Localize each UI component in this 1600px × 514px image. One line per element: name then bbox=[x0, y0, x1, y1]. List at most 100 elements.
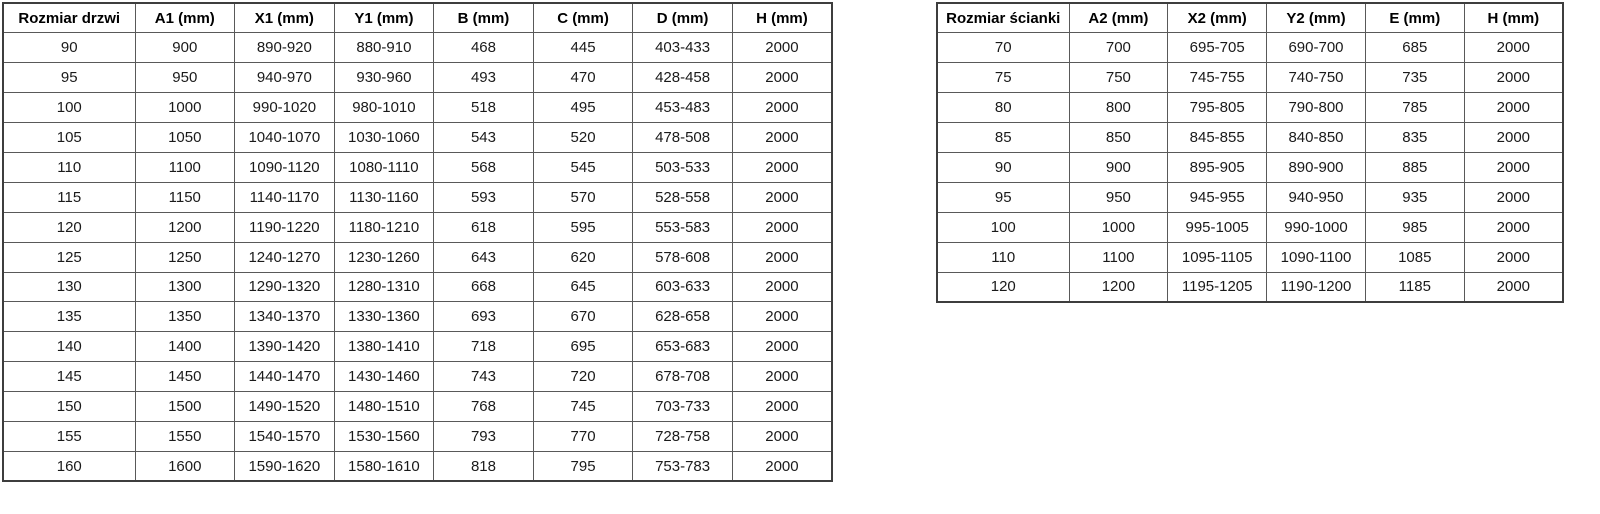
table-cell: 2000 bbox=[731, 391, 833, 422]
table-cell: 1380-1410 bbox=[333, 331, 435, 363]
table-cell: 95 bbox=[936, 181, 1070, 213]
table-cell: 1000 bbox=[134, 92, 236, 124]
table-cell: 453-483 bbox=[632, 92, 733, 124]
table-row: 160 1600 1590-1620 1580-1610 818 795 753-783 20… bbox=[2, 450, 833, 482]
table-cell: 1240-1270 bbox=[234, 241, 335, 273]
table-cell: 1080-1110 bbox=[333, 151, 435, 183]
table-cell: 985 bbox=[1364, 211, 1465, 243]
table-cell: 1540-1570 bbox=[234, 420, 335, 452]
table-cell: 1185 bbox=[1364, 271, 1465, 303]
table-cell: 695 bbox=[532, 331, 634, 363]
table-cell: 1390-1420 bbox=[234, 331, 335, 363]
table-cell: 110 bbox=[2, 151, 136, 183]
table-header-cell: Rozmiar drzwi bbox=[2, 2, 136, 34]
table-cell: 770 bbox=[532, 420, 634, 452]
table-row: 95 950 940-970 930-960 493 470 428-458 2000 bbox=[2, 62, 833, 94]
table-row: 120 1200 1195-1205 1190-1200 1185 2000 bbox=[936, 271, 1564, 303]
table-cell: 403-433 bbox=[632, 32, 733, 64]
table-cell: 700 bbox=[1068, 32, 1169, 64]
table-cell: 1300 bbox=[134, 271, 236, 303]
table-header-cell: D (mm) bbox=[632, 2, 733, 34]
table-cell: 785 bbox=[1364, 92, 1465, 124]
table-cell: 1280-1310 bbox=[333, 271, 435, 303]
table-cell: 125 bbox=[2, 241, 136, 273]
table-cell: 603-633 bbox=[632, 271, 733, 303]
table-cell: 2000 bbox=[1463, 151, 1564, 183]
table-cell: 105 bbox=[2, 122, 136, 153]
table-cell: 1040-1070 bbox=[234, 122, 335, 153]
table-cell: 795 bbox=[532, 450, 634, 482]
table-cell: 468 bbox=[433, 32, 534, 64]
table-cell: 1600 bbox=[134, 450, 236, 482]
table-cell: 2000 bbox=[731, 450, 833, 482]
table-cell: 643 bbox=[433, 241, 534, 273]
table-cell: 145 bbox=[2, 361, 136, 393]
table-cell: 885 bbox=[1364, 151, 1465, 183]
table-cell: 155 bbox=[2, 420, 136, 452]
table-cell: 568 bbox=[433, 151, 534, 183]
table-cell: 645 bbox=[532, 271, 634, 303]
table-cell: 895-905 bbox=[1167, 151, 1268, 183]
table-cell: 2000 bbox=[731, 181, 833, 213]
table-header-cell: C (mm) bbox=[532, 2, 634, 34]
table-cell: 1290-1320 bbox=[234, 271, 335, 303]
table-cell: 2000 bbox=[1463, 122, 1564, 153]
table-cell: 520 bbox=[532, 122, 634, 153]
table-cell: 1050 bbox=[134, 122, 236, 153]
table-cell: 115 bbox=[2, 181, 136, 213]
table-cell: 150 bbox=[2, 391, 136, 422]
table-cell: 70 bbox=[936, 32, 1070, 64]
table-cell: 768 bbox=[433, 391, 534, 422]
table-cell: 1030-1060 bbox=[333, 122, 435, 153]
table-cell: 470 bbox=[532, 62, 634, 94]
table-row: 80 800 795-805 790-800 785 2000 bbox=[936, 92, 1564, 124]
table-cell: 990-1000 bbox=[1266, 211, 1366, 243]
table-header-cell: E (mm) bbox=[1364, 2, 1465, 34]
table-cell: 428-458 bbox=[632, 62, 733, 94]
table-cell: 95 bbox=[2, 62, 136, 94]
table-cell: 740-750 bbox=[1266, 62, 1366, 94]
table-cell: 628-658 bbox=[632, 301, 733, 333]
table-row: 90 900 890-920 880-910 468 445 403-433 2000 bbox=[2, 32, 833, 64]
table-cell: 2000 bbox=[731, 92, 833, 124]
table-cell: 2000 bbox=[1463, 241, 1564, 273]
table-cell: 1200 bbox=[1068, 271, 1169, 303]
table-cell: 850 bbox=[1068, 122, 1169, 153]
table-header-cell: H (mm) bbox=[731, 2, 833, 34]
table-row: 135 1350 1340-1370 1330-1360 693 670 628-658 20… bbox=[2, 301, 833, 333]
table-cell: 935 bbox=[1364, 181, 1465, 213]
table-header-row: Rozmiar drzwi A1 (mm) X1 (mm) Y1 (mm) B (mm)… bbox=[2, 2, 833, 34]
table-cell: 2000 bbox=[1463, 92, 1564, 124]
table-cell: 478-508 bbox=[632, 122, 733, 153]
table-cell: 835 bbox=[1364, 122, 1465, 153]
table-cell: 120 bbox=[2, 211, 136, 243]
table-cell: 1430-1460 bbox=[333, 361, 435, 393]
table-cell: 1530-1560 bbox=[333, 420, 435, 452]
table-cell: 678-708 bbox=[632, 361, 733, 393]
table-cell: 620 bbox=[532, 241, 634, 273]
table-cell: 945-955 bbox=[1167, 181, 1268, 213]
table-cell: 110 bbox=[936, 241, 1070, 273]
table-cell: 503-533 bbox=[632, 151, 733, 183]
table-row: 150 1500 1490-1520 1480-1510 768 745 703-733 20… bbox=[2, 391, 833, 422]
table-cell: 745 bbox=[532, 391, 634, 422]
table-cell: 703-733 bbox=[632, 391, 733, 422]
table-cell: 553-583 bbox=[632, 211, 733, 243]
table-header-row: Rozmiar ścianki A2 (mm) X2 (mm) Y2 (mm) E (m… bbox=[936, 2, 1564, 34]
table-row: 90 900 895-905 890-900 885 2000 bbox=[936, 151, 1564, 183]
table-row: 155 1550 1540-1570 1530-1560 793 770 728-758 20… bbox=[2, 420, 833, 452]
table-cell: 1180-1210 bbox=[333, 211, 435, 243]
table-cell: 1090-1120 bbox=[234, 151, 335, 183]
table-header-cell: A2 (mm) bbox=[1068, 2, 1169, 34]
table-cell: 668 bbox=[433, 271, 534, 303]
table-row: 105 1050 1040-1070 1030-1060 543 520 478-508 20… bbox=[2, 122, 833, 153]
table-cell: 745-755 bbox=[1167, 62, 1268, 94]
table-cell: 445 bbox=[532, 32, 634, 64]
table-cell: 1480-1510 bbox=[333, 391, 435, 422]
table-cell: 840-850 bbox=[1266, 122, 1366, 153]
table-cell: 1200 bbox=[134, 211, 236, 243]
table-row: 110 1100 1095-1105 1090-1100 1085 2000 bbox=[936, 241, 1564, 273]
table-cell: 653-683 bbox=[632, 331, 733, 363]
table-row: 115 1150 1140-1170 1130-1160 593 570 528-558 20… bbox=[2, 181, 833, 213]
table-cell: 130 bbox=[2, 271, 136, 303]
